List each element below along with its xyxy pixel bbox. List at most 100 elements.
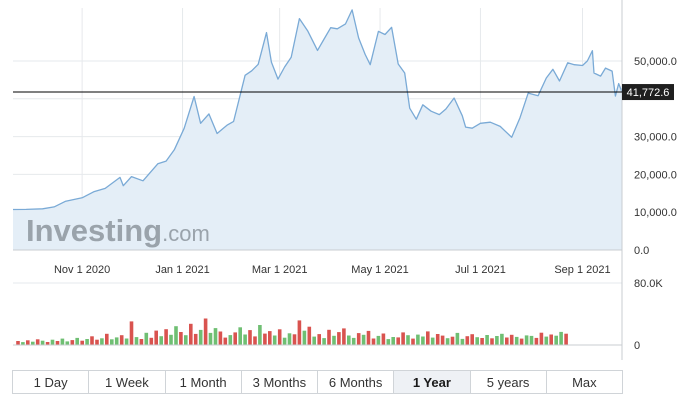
volume-bar-17 [100,338,104,345]
volume-bar-44 [233,332,237,345]
volume-bar-49 [258,325,262,345]
volume-bar-68 [351,337,356,345]
volume-bar-104 [529,335,534,345]
volume-bar-29 [159,336,163,345]
volume-bar-98 [500,333,504,345]
y-tick-label-5: 50,000.0 [634,56,677,68]
volume-bar-24 [134,337,139,345]
range-1-month-button[interactable]: 1 Month [166,371,242,393]
volume-bar-38 [203,318,208,345]
volume-bar-106 [539,332,544,345]
range-1-day-button[interactable]: 1 Day [13,371,90,393]
volume-bar-63 [327,329,331,345]
volume-bar-13 [80,340,84,345]
volume-bar-9 [60,338,65,345]
volume-bar-40 [213,328,218,345]
x-tick-label-0: Nov 1 2020 [54,264,110,276]
price-line [12,9,623,211]
x-tick-label-4: Jul 1 2021 [455,264,506,276]
volume-bar-39 [208,332,213,345]
volume-bar-37 [198,329,203,345]
range-5-years-button[interactable]: 5 years [471,371,547,393]
volume-bar-7 [50,339,55,345]
volume-bar-90 [460,338,465,345]
volume-bar-46 [243,334,247,345]
x-tick-label-3: May 1 2021 [351,264,408,276]
volume-bar-34 [184,335,188,345]
volume-bar-32 [174,326,178,345]
volume-bar-8 [55,341,60,345]
price-area-fill [13,9,622,251]
volume-bar-10 [65,341,70,345]
volume-bar-102 [519,338,524,345]
volume-bar-61 [317,334,321,345]
volume-bar-91 [465,336,470,345]
volume-bar-108 [549,334,553,345]
volume-bar-12 [75,337,79,345]
volume-bar-59 [307,326,312,345]
volume-bar-2 [26,340,30,345]
range-1-year-button[interactable]: 1 Year [394,371,471,393]
volume-bar-3 [31,341,35,345]
volume-bar-103 [524,335,529,345]
current-price-label-bg [622,84,674,101]
watermark-suffix: .com [162,221,210,246]
volume-bar-1 [21,342,25,345]
volume-bar-88 [450,336,455,345]
volume-bar-75 [386,339,391,345]
volume-bar-25 [139,339,144,345]
volume-bar-76 [391,337,395,345]
volume-bar-50 [263,333,267,345]
volume-bar-30 [164,329,168,345]
volume-bar-94 [480,338,484,345]
volume-bar-48 [253,336,257,345]
volume-bar-97 [495,336,499,345]
volume-bar-77 [396,337,400,345]
volume-bar-86 [440,335,445,345]
volume-bar-80 [411,338,415,345]
volume-bar-42 [223,337,228,345]
volume-bar-72 [371,338,376,345]
volume-bar-65 [337,332,341,345]
volume-tick-label-max: 80.0K [634,278,663,290]
y-tick-label-2: 20,000.0 [634,169,677,181]
volume-bar-110 [559,331,563,345]
volume-bar-55 [287,333,292,345]
volume-tick-label-0: 0 [634,340,640,352]
range-6-months-button[interactable]: 6 Months [318,371,395,393]
watermark-logo: Investing.com [26,213,210,248]
volume-bar-0 [16,341,20,345]
x-tick-label-1: Jan 1 2021 [155,264,209,276]
time-range-selector: 1 Day 1 Week 1 Month 3 Months 6 Months 1… [12,370,623,394]
volume-bar-83 [426,331,430,345]
range-1-week-button[interactable]: 1 Week [89,371,166,393]
volume-bar-5 [40,340,45,345]
y-tick-label-0: 0.0 [634,245,649,257]
volume-bar-52 [272,335,277,345]
volume-bar-101 [514,336,519,345]
volume-bar-67 [347,335,351,345]
volume-bar-18 [105,333,109,345]
volume-bar-11 [70,340,75,345]
range-3-months-button[interactable]: 3 Months [242,371,318,393]
x-tick-label-2: Mar 1 2021 [252,264,308,276]
volume-bar-45 [238,327,242,345]
range-max-button[interactable]: Max [572,374,597,390]
volume-bar-4 [35,339,40,345]
volume-bar-66 [342,328,346,345]
volume-bar-74 [381,333,386,345]
volume-bar-99 [505,337,509,345]
volume-bar-26 [144,332,149,345]
volume-bar-79 [406,335,410,345]
volume-bar-6 [45,342,50,345]
volume-bar-15 [90,336,94,345]
volume-bar-36 [193,333,198,345]
volume-bar-21 [119,335,124,345]
volume-bar-35 [189,323,193,345]
volume-bar-96 [490,338,494,345]
volume-bar-58 [302,330,307,345]
volume-bar-64 [332,335,336,345]
volume-bar-33 [179,332,183,345]
